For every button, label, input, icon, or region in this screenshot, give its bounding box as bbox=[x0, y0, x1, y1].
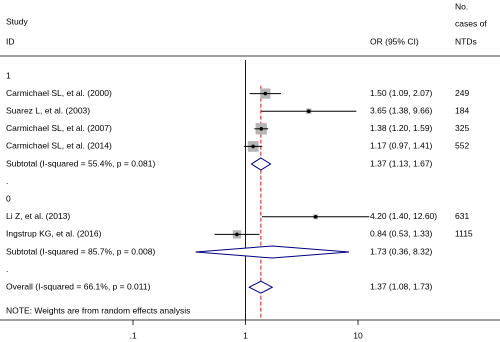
header-cases: No. bbox=[455, 1, 468, 11]
study-name: Subtotal (I-squared = 55.4%, p = 0.081) bbox=[6, 158, 155, 168]
study-name: Carmichael SL, et al. (2014) bbox=[6, 141, 112, 151]
cases: 1115 bbox=[455, 229, 473, 239]
effect-label: 1.17 (0.97, 1.41) bbox=[370, 141, 433, 151]
point-estimate bbox=[313, 215, 318, 219]
study-name: Ingstrup KG, et al. (2016) bbox=[6, 229, 102, 239]
group-label: 0 bbox=[6, 193, 11, 203]
study-name: Overall (I-squared = 66.1%, p = 0.011) bbox=[6, 281, 151, 291]
point-estimate bbox=[306, 109, 311, 113]
point-estimate bbox=[259, 127, 264, 131]
diamond bbox=[248, 280, 274, 294]
study-name: Carmichael SL, et al. (2000) bbox=[6, 88, 112, 98]
point-estimate bbox=[251, 144, 255, 149]
group-label: . bbox=[6, 264, 8, 274]
cases: 631 bbox=[455, 211, 469, 221]
study-name: Li Z, et al. (2013) bbox=[6, 211, 70, 221]
effect-label: 4.20 (1.40, 12.60) bbox=[370, 211, 437, 221]
note: NOTE: Weights are from random effects an… bbox=[6, 305, 190, 315]
cases: 249 bbox=[455, 88, 469, 98]
cases: 184 bbox=[455, 105, 469, 115]
effect-label: 1.50 (1.09, 2.07) bbox=[370, 88, 433, 98]
header-effect: OR (95% CI) bbox=[370, 36, 419, 46]
header-cases: NTDs bbox=[455, 36, 477, 46]
point-estimate bbox=[263, 91, 268, 96]
effect-label: 1.73 (0.36, 8.32) bbox=[370, 246, 433, 256]
cases: 552 bbox=[455, 141, 469, 151]
header-cases: cases of bbox=[455, 18, 487, 28]
x-tick-label: 10 bbox=[353, 330, 363, 340]
x-tick-label: .1 bbox=[129, 330, 136, 340]
group-label: 1 bbox=[6, 70, 11, 80]
header-id: ID bbox=[6, 36, 15, 46]
study-name: Suarez L, et al. (2003) bbox=[6, 105, 90, 115]
study-name: Subtotal (I-squared = 85.7%, p = 0.008) bbox=[6, 246, 155, 256]
effect-label: 1.37 (1.08, 1.73) bbox=[370, 281, 433, 291]
effect-label: 1.37 (1.13, 1.67) bbox=[370, 158, 433, 168]
diamond bbox=[195, 245, 350, 259]
header-study: Study bbox=[6, 16, 28, 26]
point-estimate bbox=[235, 232, 239, 237]
study-name: Carmichael SL, et al. (2007) bbox=[6, 123, 112, 133]
cases: 325 bbox=[455, 123, 469, 133]
effect-label: 0.84 (0.53, 1.33) bbox=[370, 229, 433, 239]
effect-label: 3.65 (1.38, 9.66) bbox=[370, 105, 433, 115]
group-label: . bbox=[6, 176, 8, 186]
x-tick-label: 1 bbox=[243, 330, 248, 340]
diamond bbox=[250, 157, 272, 171]
effect-label: 1.38 (1.20, 1.59) bbox=[370, 123, 433, 133]
